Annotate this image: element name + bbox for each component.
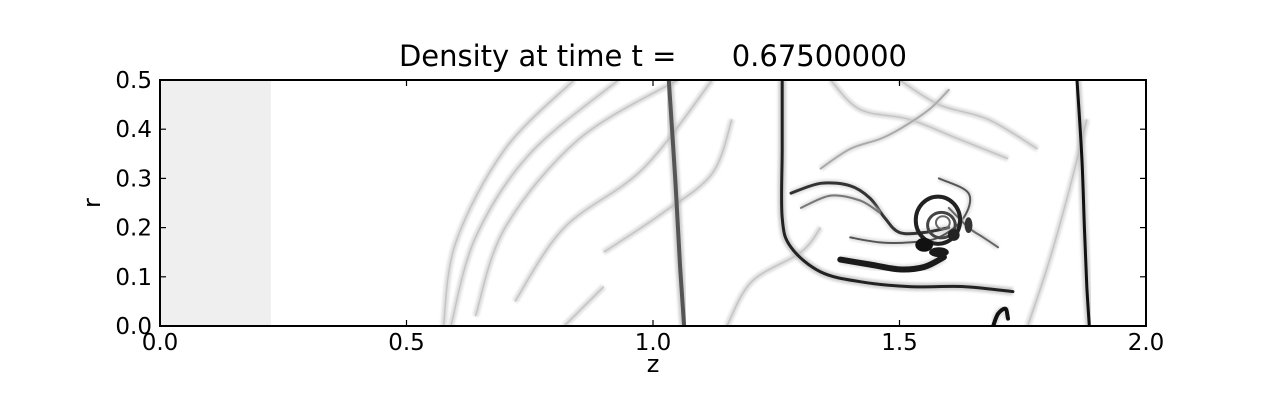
shock-arc: [603, 119, 733, 253]
shock-arc-halo: [724, 225, 824, 326]
vortex-strand: [991, 306, 1010, 326]
vortex-ring: [934, 215, 951, 231]
vortex-blob: [964, 217, 973, 234]
vortex-blob: [947, 229, 960, 241]
contact-line: [780, 80, 1015, 294]
shock-arc: [829, 80, 1009, 160]
contact-line: [666, 80, 687, 326]
vortex-strand: [799, 194, 881, 214]
shock-arc: [450, 80, 619, 326]
vortex-ring: [926, 210, 957, 240]
x-tick-label: 2.0: [1128, 330, 1165, 356]
x-tick-label: 0.5: [388, 330, 425, 356]
light-inflow-region: [160, 80, 271, 326]
y-tick-label: 0.5: [115, 68, 152, 94]
y-tick-label: 0.2: [115, 216, 152, 242]
vortex-ring: [913, 194, 963, 246]
axis-ticks: 0.0 0.5 1.0 1.5 2.0 0.0 0.1 0.2 0.3 0.4 0.5: [115, 68, 1164, 356]
shock-arc: [726, 227, 822, 326]
shock-arc: [514, 80, 713, 302]
vortex-blob: [915, 237, 934, 252]
x-axis-label: z: [647, 350, 660, 378]
shock-arc-halo: [440, 80, 577, 326]
y-axis-label: r: [78, 198, 106, 208]
y-tick-label: 0.0: [115, 314, 152, 340]
vortex-strand: [837, 254, 947, 273]
x-tick-label: 1.5: [881, 330, 918, 356]
vortex-strand: [947, 206, 1000, 249]
contact-line: [1075, 80, 1091, 326]
shock-arc: [474, 80, 678, 317]
x-tick-label: 1.0: [635, 330, 672, 356]
density-field: [160, 80, 1094, 326]
shock-arc: [563, 286, 605, 326]
y-tick-label: 0.4: [115, 117, 152, 143]
shock-arc: [899, 80, 1038, 150]
x-tick-label: 0.0: [142, 330, 179, 356]
y-tick-label: 0.1: [115, 265, 152, 291]
chart-title: Density at time t = 0.67500000: [399, 39, 907, 73]
vortex-strand: [819, 88, 950, 170]
y-tick-label: 0.3: [115, 166, 152, 192]
vortex-blob: [929, 247, 949, 258]
shock-arc: [442, 80, 575, 326]
